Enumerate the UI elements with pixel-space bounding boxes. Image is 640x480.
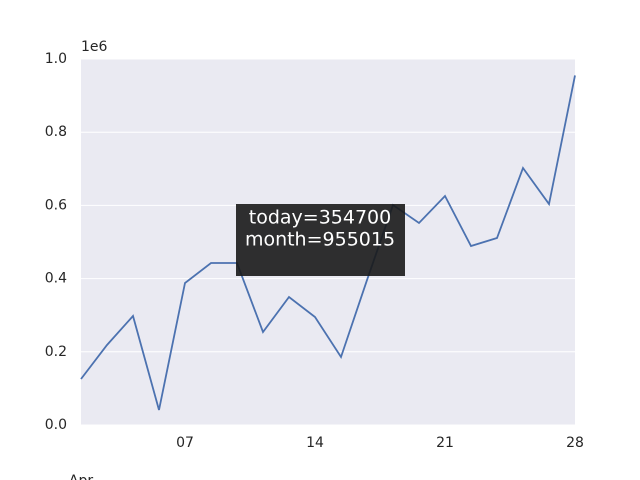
lines: [80, 75, 576, 411]
tooltip-box: [236, 204, 405, 276]
line-series: [80, 75, 576, 411]
y-tick-label: 0.8: [45, 124, 67, 140]
x-tick-label: 07: [176, 435, 194, 451]
y-tick-label: 0.2: [45, 344, 67, 360]
x-tick-label: 28: [566, 435, 584, 451]
y-tick-label: 0.4: [45, 271, 67, 287]
tooltip-text: today=354700: [249, 207, 391, 229]
y-offset-label: 1e6: [81, 39, 108, 55]
labels: 0.0 0.2 0.4 0.6 0.8 1.0 1e6 07 14 21 28 Apr: [45, 39, 584, 480]
y-tick-label: 0.6: [45, 197, 67, 213]
x-tick-label: 21: [436, 435, 454, 451]
tooltip-text: month=955015: [245, 229, 395, 251]
x-tick-label: 14: [306, 435, 324, 451]
x-offset-label: Apr: [69, 473, 93, 480]
y-tick-label: 1.0: [45, 51, 67, 67]
y-tick-label: 0.0: [45, 417, 67, 433]
